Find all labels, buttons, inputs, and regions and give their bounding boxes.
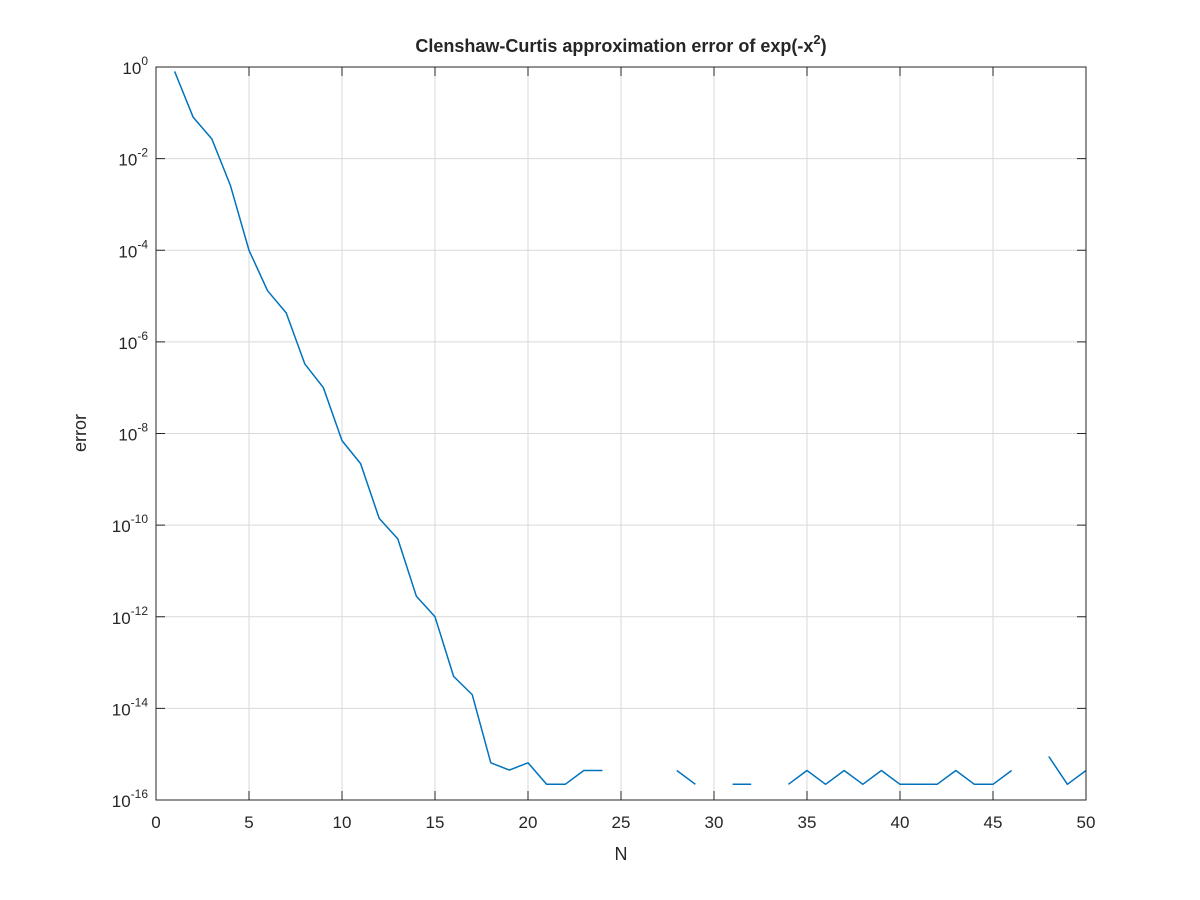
x-tick-label: 30 (705, 813, 724, 832)
y-tick-label-base: 10 (112, 517, 131, 536)
y-tick-label-exponent: -8 (137, 421, 148, 435)
x-tick-label: 25 (612, 813, 631, 832)
axes-box (155, 66, 1087, 801)
y-tick-label: 100 (122, 54, 148, 78)
y-axis-label: error (70, 414, 90, 452)
y-tick-label: 10-16 (112, 787, 149, 811)
y-tick-label-exponent: -10 (131, 512, 149, 526)
chart-title-superscript: 2 (813, 32, 820, 47)
y-tick-label: 10-8 (118, 421, 148, 445)
y-tick-label-exponent: -2 (137, 146, 148, 160)
x-axis-label: N (615, 844, 628, 864)
axes-frame (155, 66, 1087, 801)
x-tick-label: 20 (519, 813, 538, 832)
grid-lines (156, 67, 1086, 800)
y-tick-label-exponent: -6 (137, 329, 148, 343)
chart-title-end: ) (821, 36, 827, 56)
y-tick-label-base: 10 (112, 609, 131, 628)
y-tick-label-exponent: -12 (131, 604, 149, 618)
y-tick-label: 10-4 (118, 237, 148, 261)
y-tick-label-base: 10 (118, 334, 137, 353)
x-tick-label: 35 (798, 813, 817, 832)
y-tick-label-base: 10 (122, 59, 141, 78)
x-tick-label: 5 (244, 813, 253, 832)
x-tick-label: 45 (984, 813, 1003, 832)
chart-title: Clenshaw-Curtis approximation error of e… (415, 32, 826, 56)
x-tick-label: 0 (151, 813, 160, 832)
y-tick-label-exponent: 0 (141, 54, 148, 68)
y-tick-label: 10-12 (112, 604, 149, 628)
series-layer (173, 71, 1087, 786)
x-tick-label: 50 (1077, 813, 1096, 832)
y-tick-label-base: 10 (118, 426, 137, 445)
y-tick-label: 10-14 (112, 695, 149, 719)
y-tick-label-exponent: -16 (131, 787, 149, 801)
y-tick-label: 10-10 (112, 512, 149, 536)
y-tick-label-base: 10 (112, 700, 131, 719)
y-tick-label-base: 10 (118, 151, 137, 170)
x-tick-labels: 0 5 10 15 20 25 30 35 40 45 50 (151, 813, 1095, 832)
series-line-segment (173, 71, 603, 786)
y-tick-label: 10-6 (118, 329, 148, 353)
series-line-segment (787, 769, 1013, 786)
y-tick-label-exponent: -14 (131, 695, 149, 709)
x-tick-label: 10 (333, 813, 352, 832)
y-tick-label-base: 10 (118, 242, 137, 261)
x-tick-label: 40 (891, 813, 910, 832)
y-tick-label-exponent: -4 (137, 237, 148, 251)
y-tick-label: 10-2 (118, 146, 148, 170)
series-line-segment (1048, 756, 1087, 786)
x-tick-label: 15 (426, 813, 445, 832)
series-line-segment (676, 769, 696, 785)
y-tick-label-base: 10 (112, 792, 131, 811)
chart-title-main: Clenshaw-Curtis approximation error of e… (415, 36, 813, 56)
